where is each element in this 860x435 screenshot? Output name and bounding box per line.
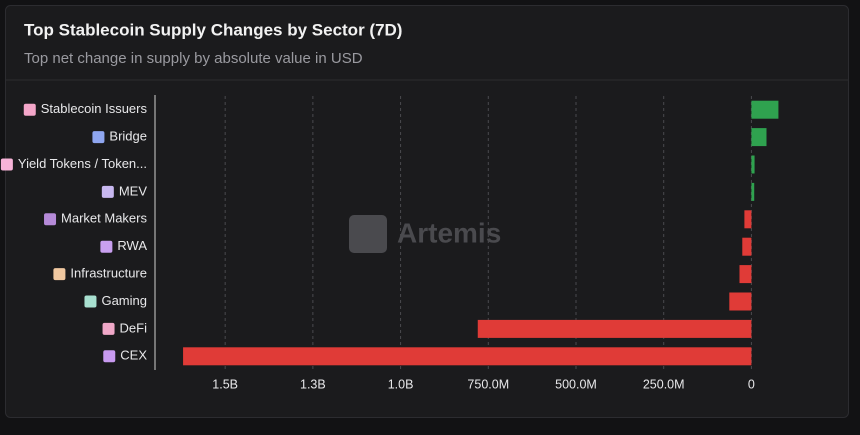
bar [751, 100, 779, 119]
bar [183, 347, 752, 366]
category-icon [101, 185, 114, 198]
x-tick-label: 1.5B [212, 377, 238, 391]
bar [729, 292, 752, 311]
bar [751, 128, 767, 147]
x-tick-label: 0 [748, 377, 755, 391]
category-label: Stablecoin Issuers [41, 101, 148, 116]
category-label: CEX [120, 348, 147, 363]
bar [751, 182, 755, 201]
chart-subtitle: Top net change in supply by absolute val… [24, 50, 363, 67]
category-label: Gaming [101, 293, 147, 308]
bar [751, 155, 755, 174]
x-tick-label: 500.0M [555, 377, 597, 391]
watermark-logo [349, 215, 387, 253]
x-tick-label: 250.0M [643, 377, 685, 391]
category-label: Bridge [109, 129, 147, 144]
category-icon [44, 213, 57, 226]
bar [744, 210, 752, 229]
category-label: RWA [117, 238, 147, 253]
x-tick-label: 750.0M [467, 377, 509, 391]
bar [742, 237, 752, 256]
category-icon [102, 322, 115, 335]
category-label: Yield Tokens / Token... [18, 156, 147, 171]
category-label: MEV [119, 183, 148, 198]
category-icon [53, 268, 66, 281]
category-label: Infrastructure [70, 266, 147, 281]
bar [477, 319, 752, 338]
category-label: Market Makers [61, 211, 147, 226]
category-icon [23, 103, 36, 116]
category-icon [84, 295, 97, 308]
category-icon [103, 350, 116, 363]
category-label: DeFi [120, 320, 148, 335]
category-icon [100, 240, 113, 253]
card [5, 5, 849, 418]
x-tick-label: 1.3B [300, 377, 326, 391]
chart-title: Top Stablecoin Supply Changes by Sector … [24, 20, 402, 39]
category-icon [0, 158, 13, 171]
x-tick-label: 1.0B [388, 377, 414, 391]
bar [739, 265, 752, 284]
watermark: Artemis [397, 217, 501, 248]
category-icon [92, 131, 105, 144]
